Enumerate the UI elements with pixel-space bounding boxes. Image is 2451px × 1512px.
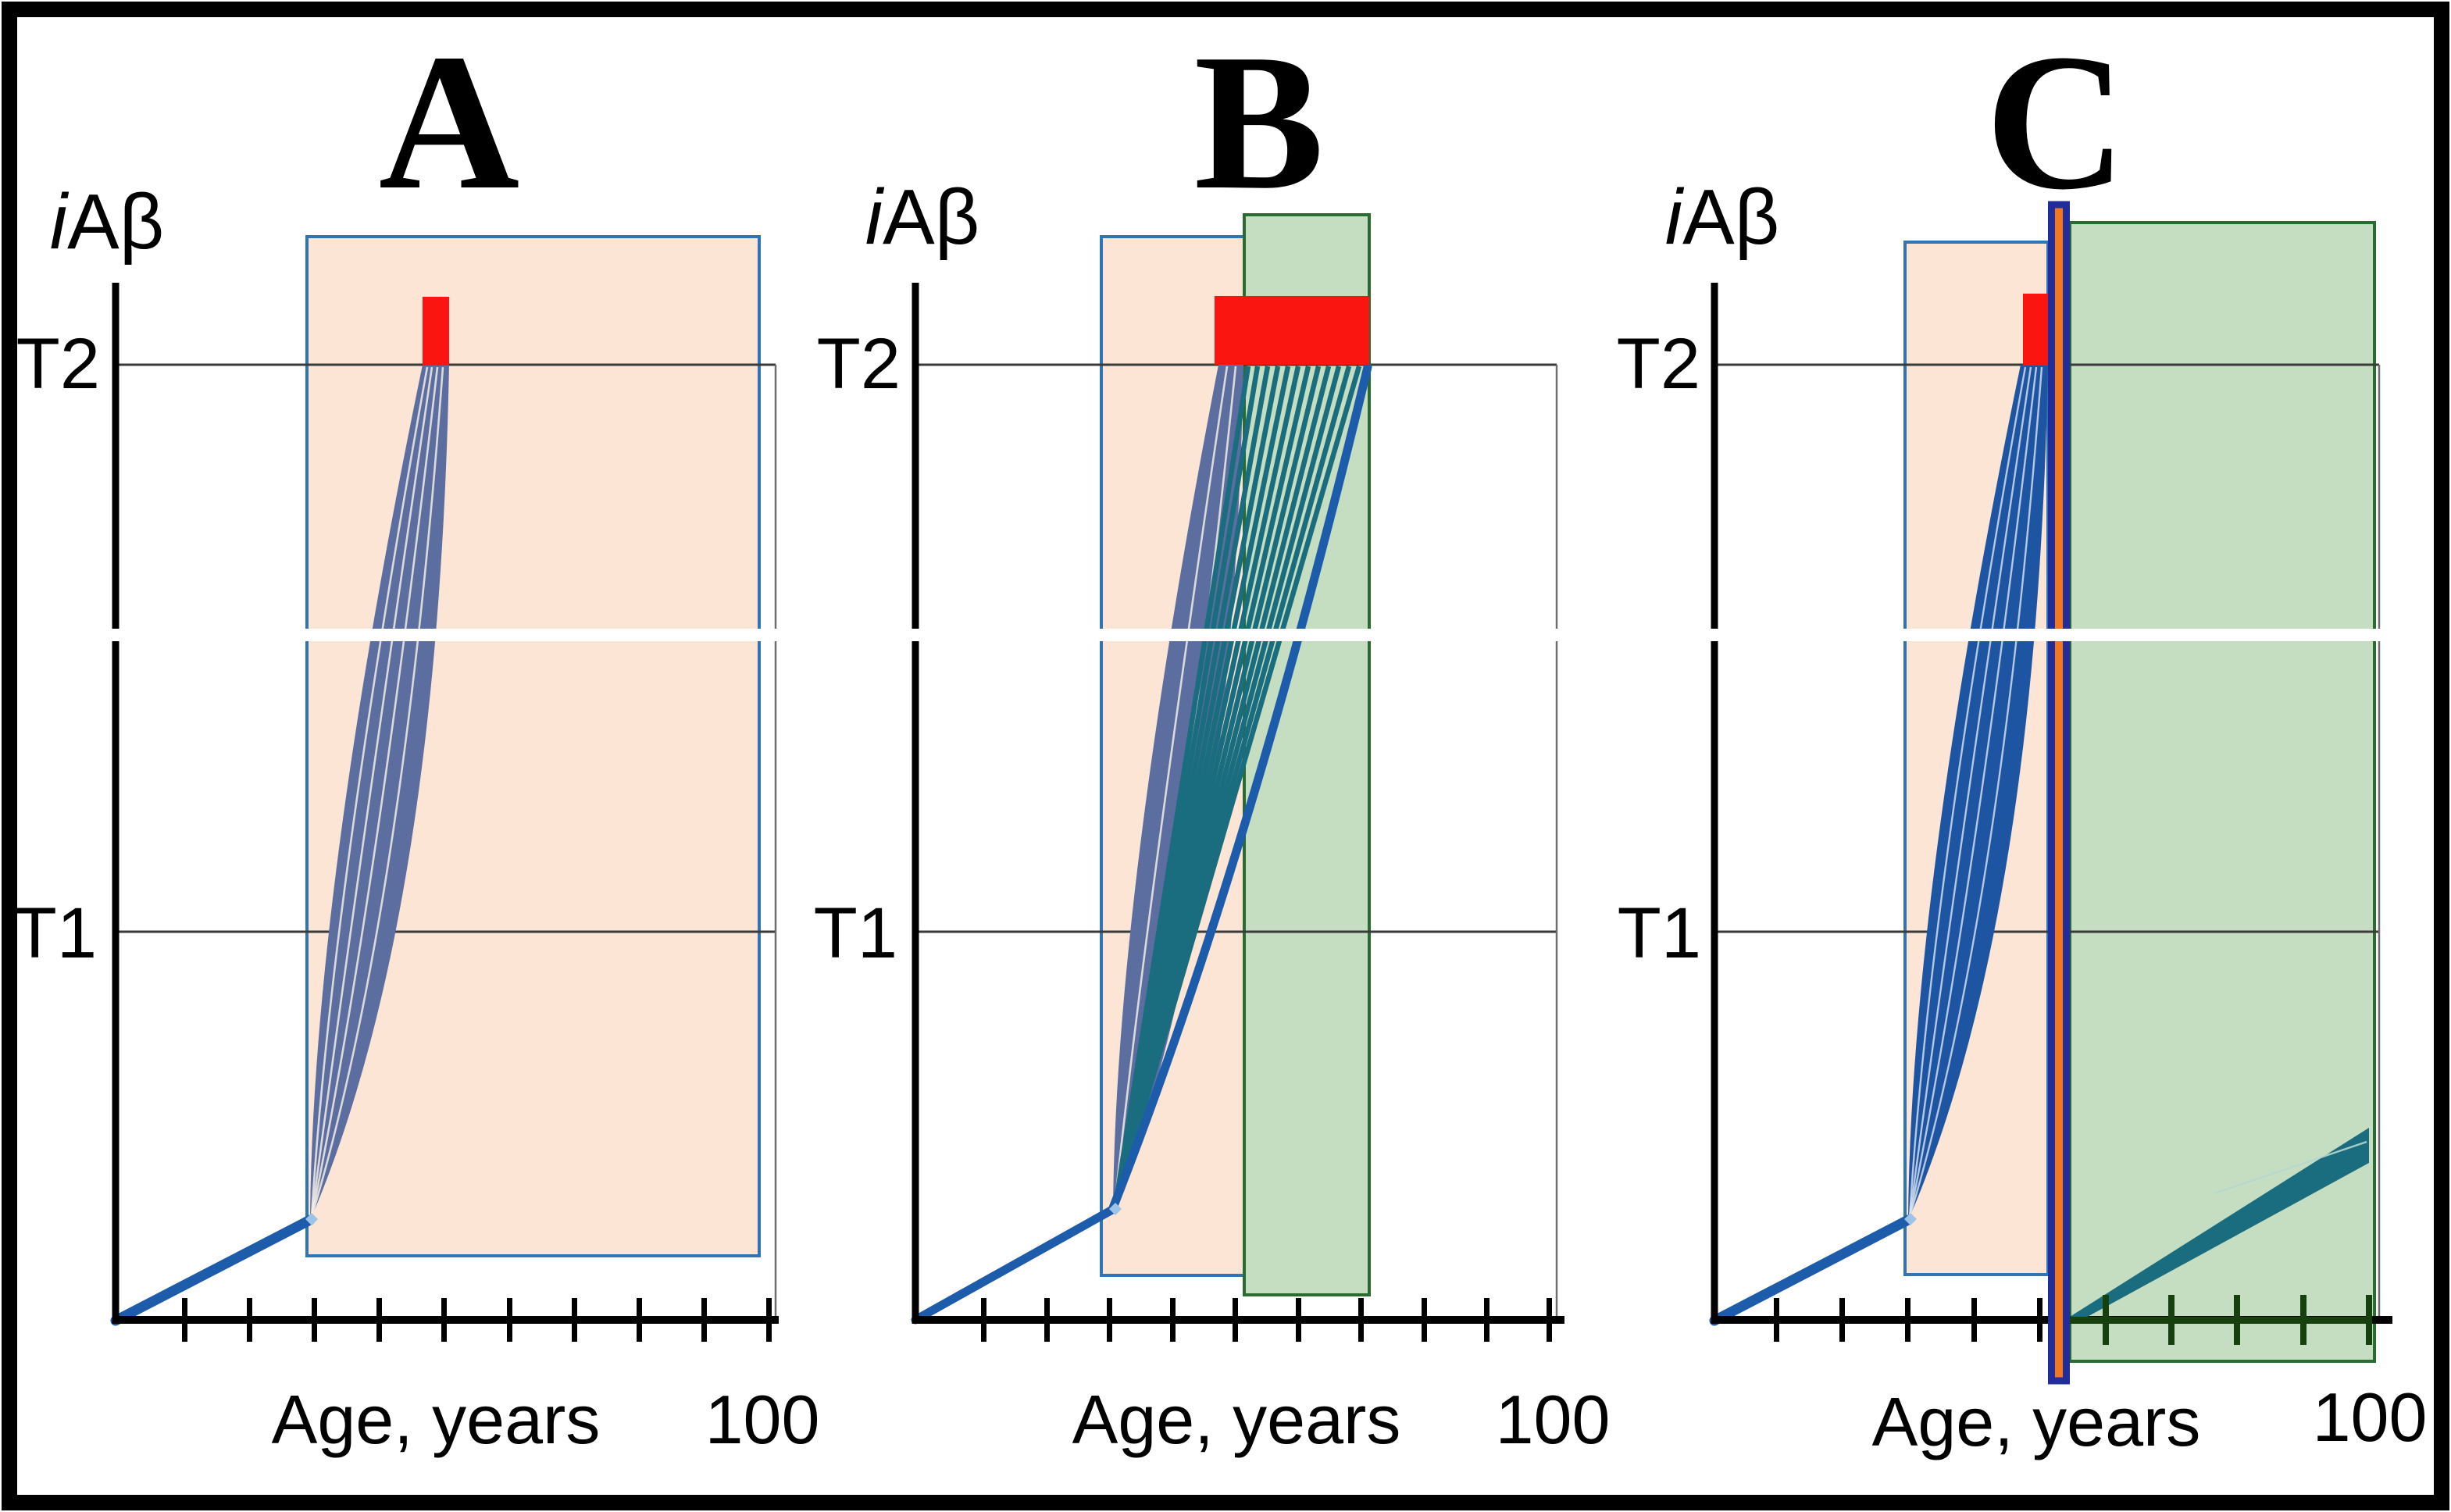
fan-hairline <box>1908 366 2032 1218</box>
x-axis-label: Age, years <box>1072 1381 1401 1458</box>
fan-hairline <box>1908 366 2043 1218</box>
panel-b-labels: B iAβ T2 T1 Age, years 100 <box>814 14 1611 1458</box>
x-axis <box>912 1316 1564 1324</box>
t2-label: T2 <box>16 324 100 404</box>
x-axis-label: Age, years <box>1872 1383 2201 1460</box>
conversion-window-mark <box>2023 294 2048 366</box>
y-axis-label: iAβ <box>865 173 979 261</box>
baseline-trajectory <box>1709 1214 1914 1326</box>
x-axis-label: Age, years <box>272 1381 601 1458</box>
y-axis <box>112 283 120 1324</box>
treated-age-axis <box>2070 1317 2371 1324</box>
pivot-marker <box>1109 1203 1122 1215</box>
green-zone-trajectories <box>1112 366 1362 1207</box>
fan-hairline <box>1908 366 2038 1218</box>
fan-hairline <box>310 366 439 1218</box>
fan-hairline <box>1908 366 2027 1218</box>
panel-a-labels: A iAβ T2 T1 Age, years 100 <box>13 14 820 1458</box>
pivot-marker <box>1904 1213 1917 1225</box>
t1-label: T1 <box>1618 893 1701 973</box>
fan-hairline <box>1113 366 1229 1207</box>
panel-a <box>110 235 779 1342</box>
baseline-trajectory <box>110 1214 316 1326</box>
panel-title: B <box>1194 14 1325 230</box>
fan-hairline <box>310 366 444 1218</box>
post-treatment-trajectory-wedge <box>2070 1128 2369 1324</box>
t1-label: T1 <box>814 893 897 973</box>
y-axis-label: iAβ <box>50 178 164 266</box>
x-axis-max: 100 <box>705 1381 820 1458</box>
treated-age-axis-ticks <box>2103 1295 2372 1345</box>
t1-label: T1 <box>13 893 97 973</box>
x-axis-max: 100 <box>2313 1378 2428 1456</box>
wedge-hairline <box>2214 1140 2367 1195</box>
x-axis-max: 100 <box>1496 1381 1611 1458</box>
conversion-window-mark <box>1215 296 1369 365</box>
y-axis <box>1711 283 1718 1324</box>
panel-title: C <box>1985 14 2127 230</box>
pivot-marker <box>305 1213 318 1225</box>
trajectory-fan <box>1908 365 2048 1221</box>
x-axis-ticks <box>182 1298 772 1342</box>
t2-label: T2 <box>1617 324 1700 404</box>
t2-label: T2 <box>817 324 901 404</box>
intervention-strip <box>2048 201 2070 1385</box>
axis-break-band <box>108 629 2390 641</box>
panel-c-labels: C iAβ T2 T1 Age, years 100 <box>1617 14 2428 1460</box>
panel-b <box>911 213 1564 1342</box>
y-axis-label: iAβ <box>1665 173 1779 261</box>
baseline-trajectory <box>911 362 1372 1325</box>
panel-c <box>1709 201 2392 1385</box>
trajectory-fan <box>310 365 449 1221</box>
y-axis <box>912 283 919 1324</box>
fan-hairline <box>310 366 433 1218</box>
fan-hairline <box>310 366 429 1218</box>
conversion-window-mark <box>423 297 449 366</box>
panel-title: A <box>379 14 520 230</box>
x-axis-ticks <box>981 1298 1552 1342</box>
x-axis-ticks <box>1774 1298 2042 1342</box>
